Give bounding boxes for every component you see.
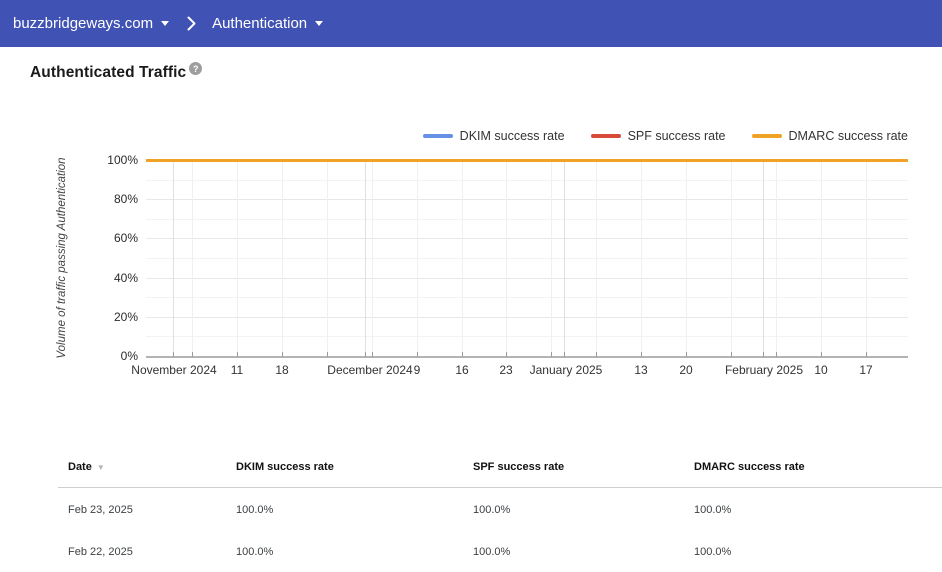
x-axis-tick-mark [596,352,597,357]
y-tick-label: 100% [0,153,138,167]
y-tick-label: 0% [0,349,138,363]
v-gridline-month [365,160,366,356]
table-cell-value: 100.0% [694,504,731,516]
table-cell-value: 100.0% [473,504,510,516]
v-gridline-week [372,160,373,356]
y-tick-label: 20% [0,310,138,324]
legend-swatch-icon [423,134,453,138]
legend-label: SPF success rate [628,129,726,143]
column-header-label: DMARC success rate [694,461,805,473]
y-tick-label: 60% [0,231,138,245]
x-axis-tick-mark [821,352,822,357]
v-gridline-week [417,160,418,356]
x-axis-tick-mark [417,352,418,357]
legend-item-dkim: DKIM success rate [423,129,565,143]
v-gridline-month [763,160,764,356]
plot-area [146,160,908,358]
v-gridline-week [506,160,507,356]
x-axis-tick-mark [551,352,552,357]
v-gridline-week [866,160,867,356]
sort-descending-icon: ▼ [97,463,105,472]
x-axis-tick-mark [506,352,507,357]
x-axis-tick-mark [282,352,283,357]
x-axis-tick-mark [192,352,193,357]
legend-item-spf: SPF success rate [591,129,726,143]
x-axis-tick-mark [686,352,687,357]
x-axis-tick-mark [365,352,366,357]
h-gridline [146,180,908,181]
series-line-dmarc [146,159,908,162]
table-cell-value: 100.0% [694,546,731,558]
y-axis-title: Volume of traffic passing Authentication [56,157,68,358]
legend-label: DMARC success rate [789,129,908,143]
v-gridline-month [173,160,174,356]
column-header-label: DKIM success rate [236,461,334,473]
v-gridline-week [776,160,777,356]
authenticated-traffic-chart: DKIM success rate SPF success rate DMARC s… [0,0,942,400]
x-tick-label: 17 [801,363,931,377]
table-cell-date: Feb 23, 2025 [68,504,133,516]
x-axis-tick-mark [237,352,238,357]
h-gridline [146,238,908,239]
x-axis-tick-mark [866,352,867,357]
legend-label: DKIM success rate [460,129,565,143]
x-axis-tick-mark [173,352,174,357]
v-gridline-week [192,160,193,356]
table-header-divider [58,487,942,488]
legend-swatch-icon [591,134,621,138]
x-axis-tick-mark [641,352,642,357]
v-gridline-week [551,160,552,356]
v-gridline-week [821,160,822,356]
table-cell-value: 100.0% [236,504,273,516]
table-cell-value: 100.0% [236,546,273,558]
v-gridline-week [282,160,283,356]
column-header-dmarc-success-rate: DMARC success rate [694,461,805,473]
v-gridline-week [686,160,687,356]
column-header-label: Date [68,461,92,473]
column-header-date[interactable]: Date ▼ [68,461,105,473]
x-axis-tick-mark [763,352,764,357]
v-gridline-week [462,160,463,356]
v-gridline-month [564,160,565,356]
table-cell-value: 100.0% [473,546,510,558]
x-axis-tick-mark [372,352,373,357]
legend-item-dmarc: DMARC success rate [752,129,908,143]
v-gridline-week [596,160,597,356]
v-gridline-week [641,160,642,356]
h-gridline [146,199,908,200]
column-header-spf-success-rate: SPF success rate [473,461,564,473]
x-axis-tick-mark [327,352,328,357]
h-gridline [146,278,908,279]
chart-legend: DKIM success rate SPF success rate DMARC s… [423,129,908,143]
authentication-table: Date ▼ DKIM success rate SPF success rate DM… [0,440,942,572]
x-axis-tick-mark [462,352,463,357]
postmaster-tools-screen: buzzbridgeways.com Authentication Authen… [0,0,942,572]
x-axis-tick-mark [731,352,732,357]
y-tick-label: 80% [0,192,138,206]
column-header-dkim-success-rate: DKIM success rate [236,461,334,473]
legend-swatch-icon [752,134,782,138]
v-gridline-week [237,160,238,356]
h-gridline [146,317,908,318]
y-tick-label: 40% [0,271,138,285]
h-gridline [146,219,908,220]
table-cell-date: Feb 22, 2025 [68,546,133,558]
x-axis-tick-mark [564,352,565,357]
column-header-label: SPF success rate [473,461,564,473]
h-gridline [146,336,908,337]
h-gridline [146,258,908,259]
x-axis-tick-mark [776,352,777,357]
v-gridline-week [327,160,328,356]
h-gridline [146,297,908,298]
v-gridline-week [731,160,732,356]
